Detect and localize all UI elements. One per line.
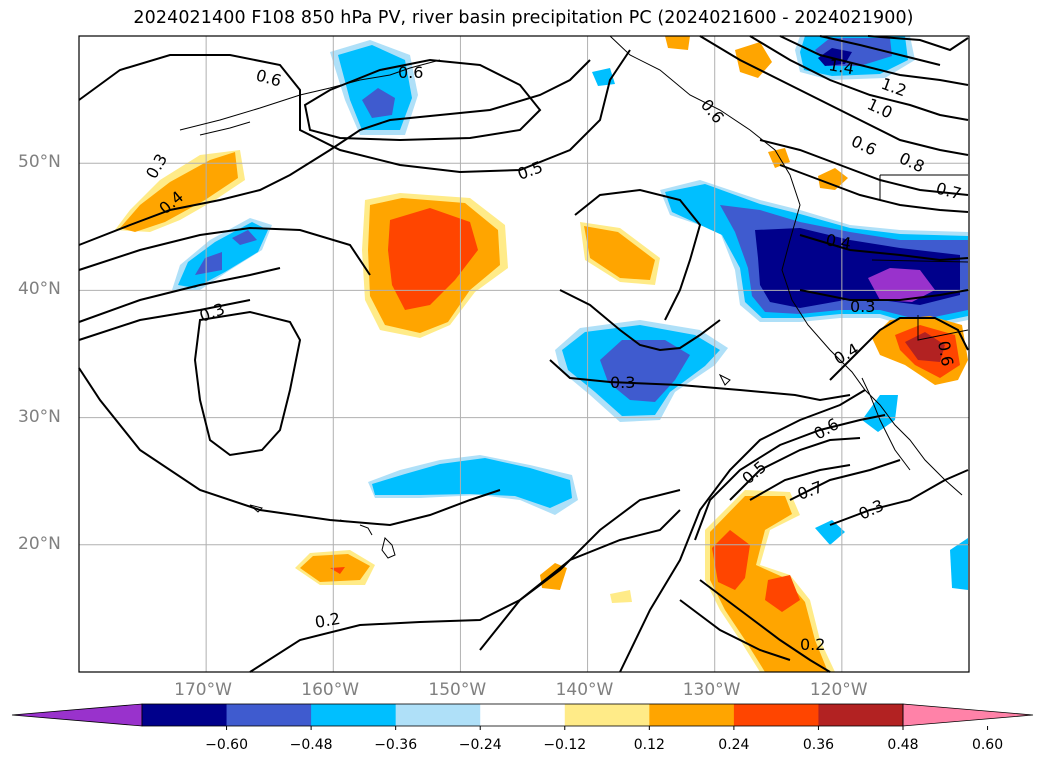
colorbar-tick-label: 0.60 xyxy=(971,737,1004,753)
colorbar-segment xyxy=(226,704,312,726)
colorbar-extend-max xyxy=(902,703,1034,727)
latitude-label: 40°N xyxy=(18,279,61,300)
longitude-label: 130°W xyxy=(682,680,741,700)
colorbar-extend-min xyxy=(11,703,143,727)
contour-label: 1.4 xyxy=(827,55,855,78)
contour-label: 0.2 xyxy=(313,609,341,632)
contour-label: 0.3 xyxy=(610,373,635,392)
colorbar-tick-label: 0.48 xyxy=(887,737,919,753)
colorbar-tick-label: 0.24 xyxy=(718,737,750,753)
colorbar-tick-label: −0.36 xyxy=(374,737,418,753)
contour-label: 0.6 xyxy=(934,339,957,367)
colorbar-segment xyxy=(564,704,650,726)
colorbar-segment xyxy=(480,704,566,726)
longitude-label: 160°W xyxy=(301,680,360,700)
colorbar-segment xyxy=(395,704,481,726)
longitude-label: 120°W xyxy=(809,680,868,700)
map-border xyxy=(78,35,970,673)
contour-label: 0.3 xyxy=(850,297,875,316)
colorbar-segment xyxy=(649,704,735,726)
latitude-label: 30°N xyxy=(18,406,61,427)
colorbar-tick-label: 0.36 xyxy=(802,737,835,753)
map-title: 2024021400 F108 850 hPa PV, river basin … xyxy=(133,8,914,28)
pv-contours xyxy=(78,35,969,673)
colorbar-tick-label: 0.12 xyxy=(633,737,665,753)
contour-label: 0.2 xyxy=(800,635,825,654)
colorbar-segment xyxy=(142,704,228,726)
precip-shading xyxy=(115,36,968,672)
colorbar-outline xyxy=(141,703,904,727)
latitude-label: 20°N xyxy=(18,533,61,554)
colorbar-tick-label: −0.60 xyxy=(205,737,248,753)
map-gridlines xyxy=(79,36,969,672)
colorbar-segment xyxy=(818,704,904,726)
colorbar-segment xyxy=(311,704,397,726)
map-background xyxy=(79,36,969,672)
latitude-label: 50°N xyxy=(18,152,61,173)
colorbar-tick-label: −0.48 xyxy=(289,737,333,753)
longitude-label: 170°W xyxy=(174,680,232,700)
longitude-label: 150°W xyxy=(428,680,487,700)
colorbar-segment xyxy=(733,704,819,726)
longitude-label: 140°W xyxy=(555,680,614,700)
contour-label: 0.4 xyxy=(824,230,852,253)
contour-label: 0.6 xyxy=(398,63,423,82)
colorbar-tick-label: −0.24 xyxy=(458,737,502,753)
colorbar-tick-label: −0.12 xyxy=(543,737,587,753)
colorbar xyxy=(11,703,1034,730)
